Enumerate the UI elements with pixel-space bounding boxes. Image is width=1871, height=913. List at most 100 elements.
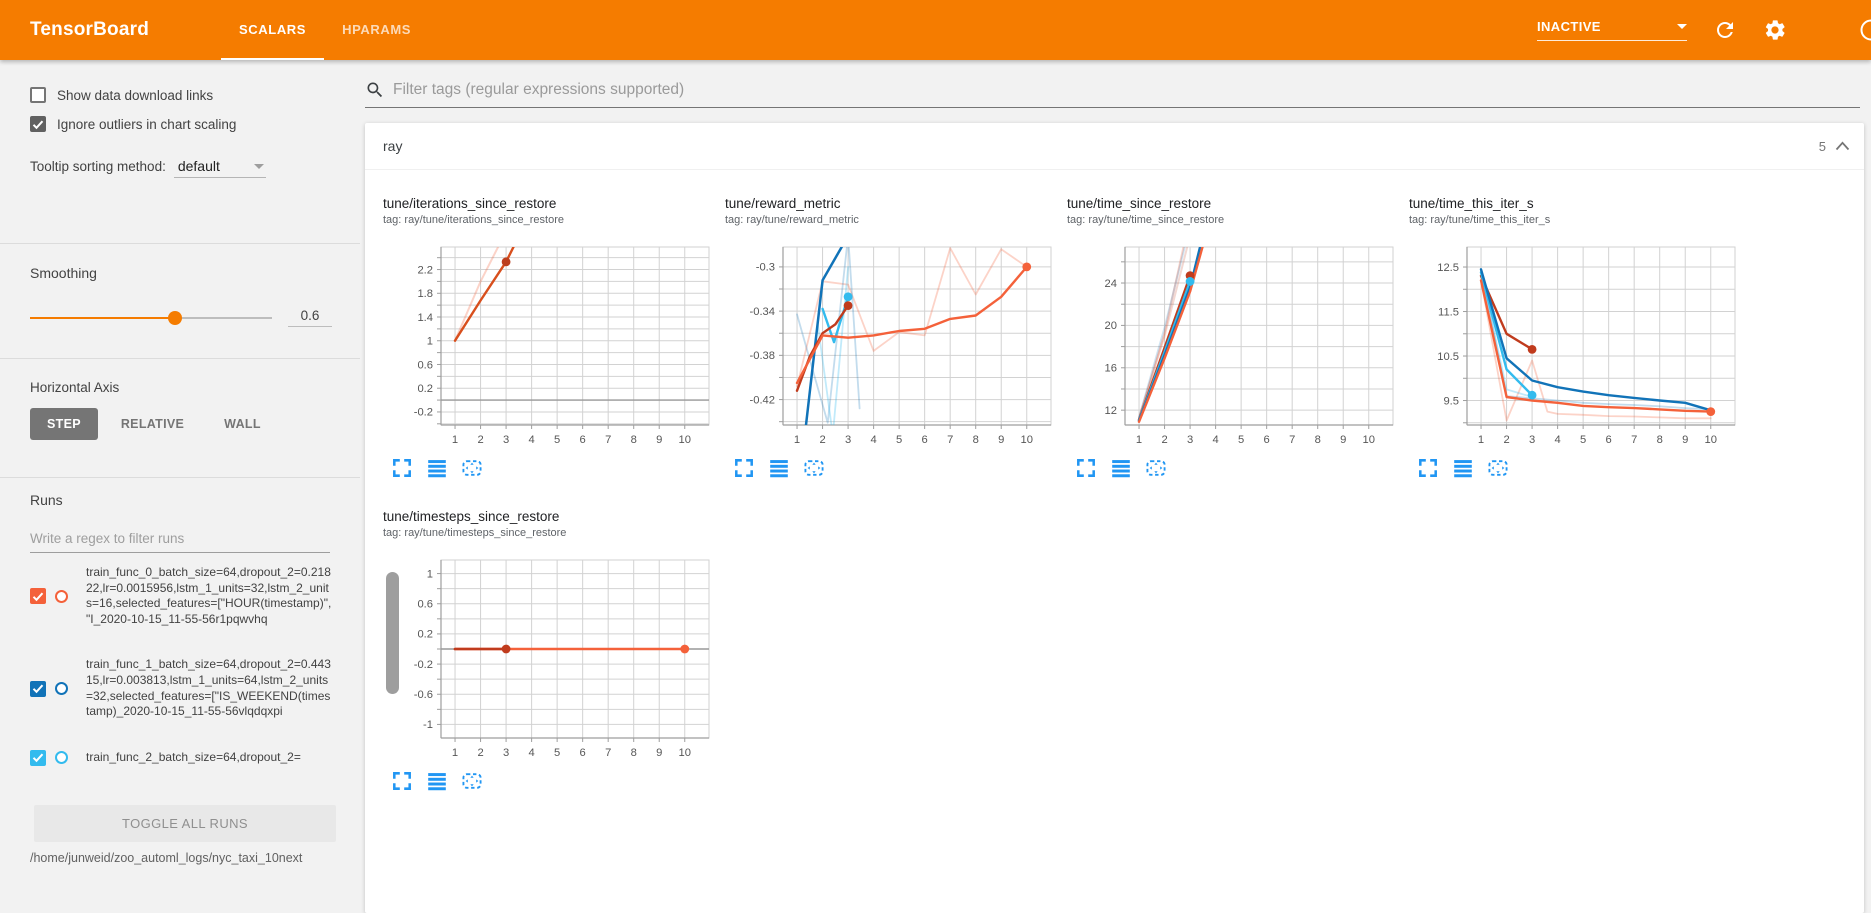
settings-gear-icon[interactable] xyxy=(1763,18,1787,42)
tab-scalars[interactable]: SCALARS xyxy=(221,0,324,60)
log-directory-path: /home/junweid/zoo_automl_logs/nyc_taxi_1… xyxy=(30,850,330,867)
svg-text:10: 10 xyxy=(1705,434,1717,446)
refresh-icon[interactable] xyxy=(1713,18,1737,42)
checkbox-label: Ignore outliers in chart scaling xyxy=(57,117,236,132)
svg-text:10: 10 xyxy=(1021,434,1033,446)
show-download-links-checkbox-row[interactable]: Show data download links xyxy=(30,87,213,103)
app-title: TensorBoard xyxy=(30,19,149,41)
svg-text:1: 1 xyxy=(452,434,458,446)
chart-title: tune/time_this_iter_s xyxy=(1409,196,1751,211)
tooltip-sorting-select[interactable]: default xyxy=(174,158,266,178)
run-checkbox[interactable] xyxy=(30,588,46,604)
run-name: train_func_0_batch_size=64,dropout_2=0.2… xyxy=(86,565,332,627)
runs-selector-icon[interactable] xyxy=(426,770,448,792)
fit-domain-icon[interactable] xyxy=(803,457,825,479)
svg-text:8: 8 xyxy=(1315,434,1321,446)
fit-domain-icon[interactable] xyxy=(1145,457,1167,479)
fit-domain-icon[interactable] xyxy=(461,770,483,792)
tab-hparams[interactable]: HPARAMS xyxy=(324,0,429,60)
fullscreen-icon[interactable] xyxy=(1075,457,1097,479)
chart-tag: tag: ray/tune/reward_metric xyxy=(725,214,1067,226)
haxis-option-relative[interactable]: RELATIVE xyxy=(104,408,201,440)
svg-text:1: 1 xyxy=(1136,434,1142,446)
haxis-option-step[interactable]: STEP xyxy=(30,408,98,440)
tag-group-header[interactable]: ray 5 xyxy=(365,123,1864,170)
chart-tag: tag: ray/tune/iterations_since_restore xyxy=(383,214,725,226)
svg-text:8: 8 xyxy=(631,747,637,759)
status-dropdown[interactable]: INACTIVE xyxy=(1537,19,1687,41)
svg-text:6: 6 xyxy=(580,747,586,759)
divider xyxy=(0,477,360,478)
runs-selector-icon[interactable] xyxy=(1110,457,1132,479)
checkbox-icon[interactable] xyxy=(30,116,46,132)
svg-text:5: 5 xyxy=(1580,434,1586,446)
svg-text:8: 8 xyxy=(631,434,637,446)
fit-domain-icon[interactable] xyxy=(1487,457,1509,479)
tooltip-sorting-row: Tooltip sorting method: default xyxy=(30,158,266,178)
chart-actions xyxy=(1075,457,1409,479)
svg-text:5: 5 xyxy=(554,747,560,759)
svg-text:20: 20 xyxy=(1105,320,1117,332)
run-checkbox[interactable] xyxy=(30,750,46,766)
svg-text:3: 3 xyxy=(1187,434,1193,446)
svg-text:0.6: 0.6 xyxy=(417,359,433,371)
chevron-up-icon[interactable] xyxy=(1835,141,1850,151)
run-checkbox[interactable] xyxy=(30,681,46,697)
check-icon xyxy=(32,683,44,694)
runs-selector-icon[interactable] xyxy=(426,457,448,479)
fit-domain-icon[interactable] xyxy=(461,457,483,479)
tag-filter-input[interactable] xyxy=(393,81,1860,99)
svg-text:-0.42: -0.42 xyxy=(750,394,776,406)
fullscreen-icon[interactable] xyxy=(1417,457,1439,479)
smoothing-value[interactable]: 0.6 xyxy=(288,308,332,327)
svg-text:0.2: 0.2 xyxy=(417,383,433,395)
svg-text:10: 10 xyxy=(679,747,691,759)
smoothing-label: Smoothing xyxy=(30,265,97,281)
svg-text:1: 1 xyxy=(1478,434,1484,446)
check-icon xyxy=(32,752,44,763)
fullscreen-icon[interactable] xyxy=(733,457,755,479)
run-controls xyxy=(30,588,86,604)
checkbox-icon[interactable] xyxy=(30,87,46,103)
run-row[interactable]: train_func_0_batch_size=64,dropout_2=0.2… xyxy=(30,565,332,627)
svg-text:1.4: 1.4 xyxy=(417,312,433,324)
svg-text:1.8: 1.8 xyxy=(417,288,433,300)
run-row[interactable]: train_func_2_batch_size=64,dropout_2= xyxy=(30,750,332,766)
run-solo-radio[interactable] xyxy=(55,682,68,695)
run-solo-radio[interactable] xyxy=(55,590,68,603)
chart-tag: tag: ray/tune/time_this_iter_s xyxy=(1409,214,1751,226)
check-icon xyxy=(32,591,44,602)
ignore-outliers-checkbox-row[interactable]: Ignore outliers in chart scaling xyxy=(30,116,236,132)
run-solo-radio[interactable] xyxy=(55,751,68,764)
runs-selector-icon[interactable] xyxy=(768,457,790,479)
runs-list: train_func_0_batch_size=64,dropout_2=0.2… xyxy=(30,565,332,843)
help-icon[interactable] xyxy=(1858,17,1871,43)
smoothing-slider[interactable] xyxy=(30,317,272,319)
runs-selector-icon[interactable] xyxy=(1452,457,1474,479)
svg-text:24: 24 xyxy=(1105,278,1117,290)
runs-filter-input[interactable] xyxy=(30,525,330,553)
svg-text:7: 7 xyxy=(1631,434,1637,446)
chart-title: tune/reward_metric xyxy=(725,196,1067,211)
slider-thumb[interactable] xyxy=(168,311,182,325)
chart-card: tune/time_this_iter_s tag: ray/tune/time_… xyxy=(1409,196,1751,479)
fullscreen-icon[interactable] xyxy=(391,457,413,479)
fullscreen-icon[interactable] xyxy=(391,770,413,792)
scrollbar-thumb[interactable] xyxy=(386,572,399,694)
chart-actions xyxy=(391,770,725,792)
chart-actions xyxy=(391,457,725,479)
svg-text:3: 3 xyxy=(503,434,509,446)
toggle-all-runs-button[interactable]: TOGGLE ALL RUNS xyxy=(34,805,336,842)
haxis-option-wall[interactable]: WALL xyxy=(207,408,278,440)
divider xyxy=(0,243,360,244)
svg-text:9.5: 9.5 xyxy=(1443,395,1459,407)
svg-text:6: 6 xyxy=(1264,434,1270,446)
run-row[interactable]: train_func_1_batch_size=64,dropout_2=0.4… xyxy=(30,657,332,719)
svg-text:1: 1 xyxy=(452,747,458,759)
